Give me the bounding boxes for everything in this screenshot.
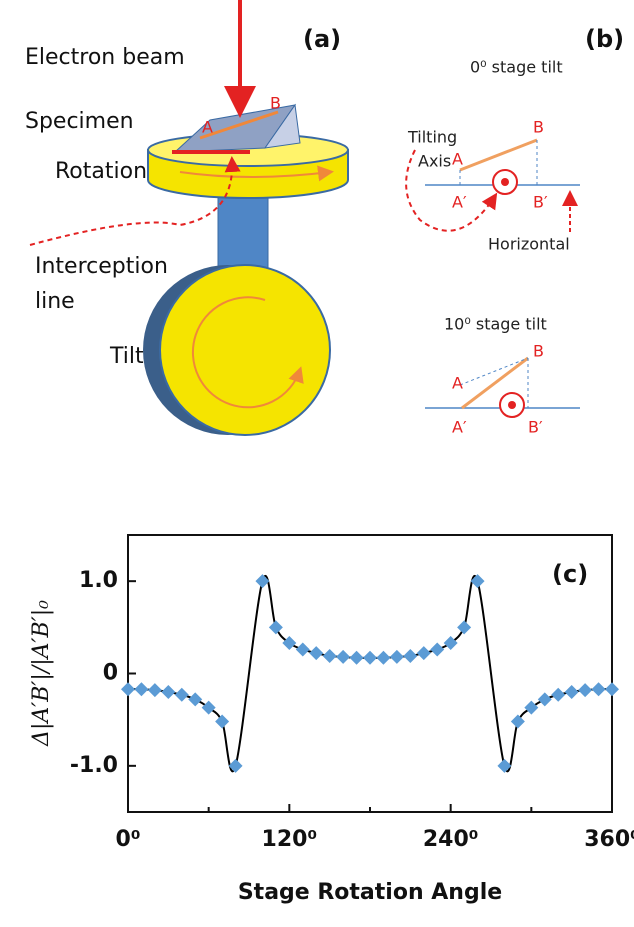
data-point: [471, 574, 485, 588]
label: line: [35, 289, 75, 314]
figure: (a) Electron beam Specimen Rotation Inte…: [0, 0, 634, 923]
data-point: [309, 646, 323, 660]
data-point: [296, 642, 310, 656]
label: Interception: [35, 254, 168, 279]
point-label: B′: [533, 193, 548, 212]
label: Tilt: [109, 344, 144, 369]
data-point: [565, 685, 579, 699]
data-point: [363, 651, 377, 665]
data-point: [457, 620, 471, 634]
point-label: B: [533, 118, 544, 137]
label: Axis: [418, 152, 451, 171]
data-point: [551, 688, 565, 702]
data-point: [430, 642, 444, 656]
y-tick-label: 1.0: [79, 568, 118, 593]
data-point: [524, 701, 538, 715]
point-label: B′: [528, 418, 543, 437]
panel-label: (c): [552, 560, 588, 588]
label: Specimen: [25, 109, 134, 134]
data-point: [215, 715, 229, 729]
label: Tilting: [407, 128, 457, 147]
panel-b-drawing: [406, 140, 580, 417]
data-point: [538, 692, 552, 706]
point-label: B: [270, 94, 281, 113]
subtitle: 0⁰ stage tilt: [470, 58, 563, 77]
fit-line: [128, 576, 612, 771]
label: Electron beam: [25, 45, 185, 70]
point-label: A: [452, 150, 463, 169]
data-point: [403, 649, 417, 663]
data-point: [161, 685, 175, 699]
point-label: A′: [452, 193, 467, 212]
data-point: [255, 574, 269, 588]
data-point: [202, 701, 216, 715]
point-label: A: [202, 118, 213, 137]
panel-label: (a): [303, 25, 341, 53]
data-point: [175, 688, 189, 702]
x-tick-label: 120⁰: [262, 827, 318, 852]
point-label: B: [533, 342, 544, 361]
data-point: [188, 692, 202, 706]
x-axis-title: Stage Rotation Angle: [238, 880, 502, 905]
data-point: [578, 683, 592, 697]
data-point: [390, 650, 404, 664]
data-point: [592, 682, 606, 696]
x-tick-label: 360⁰: [584, 827, 634, 852]
data-point: [134, 682, 148, 696]
data-point: [350, 651, 364, 665]
data-point: [121, 682, 135, 696]
point-label: A: [452, 374, 463, 393]
data-point: [511, 715, 525, 729]
x-tick-label: 0⁰: [116, 827, 141, 852]
data-point: [336, 650, 350, 664]
y-axis-title: Δ|A′B′|/|A′B′|₀: [29, 600, 54, 747]
data-point: [417, 646, 431, 660]
point-label: A′: [452, 418, 467, 437]
label: Horizontal: [488, 235, 570, 254]
y-tick-label: -1.0: [70, 753, 118, 778]
label: Rotation: [55, 159, 147, 184]
panel-label: (b): [585, 25, 624, 53]
subtitle: 10⁰ stage tilt: [444, 315, 547, 334]
data-point: [148, 683, 162, 697]
data-point: [323, 649, 337, 663]
plot-frame: [128, 535, 612, 812]
data-point: [376, 651, 390, 665]
data-point: [269, 620, 283, 634]
x-tick-label: 240⁰: [423, 827, 479, 852]
data-point: [605, 682, 619, 696]
y-tick-label: 0: [103, 661, 118, 686]
